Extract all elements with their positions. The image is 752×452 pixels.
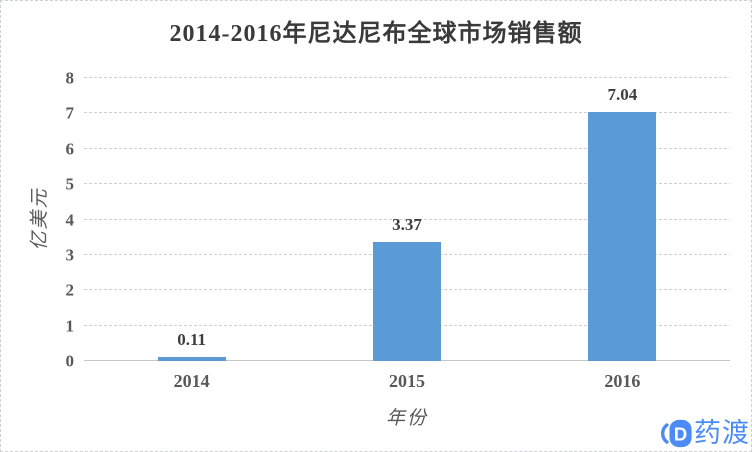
data-label-2015: 3.37 (392, 214, 422, 234)
category-cell-2014: 0.11 2014 (84, 78, 299, 390)
bar-2015 (372, 241, 441, 361)
gridline-y-4 (84, 218, 730, 220)
bar-2016 (588, 111, 657, 361)
y-tick-label-0: 0 (65, 351, 75, 371)
chart-title: 2014-2016年尼达尼布全球市场销售额 (169, 21, 583, 47)
y-tick-label-8: 8 (65, 68, 75, 88)
gridline-y-8 (84, 77, 730, 78)
y-tick-label-4: 4 (65, 210, 75, 229)
y-tick-label-7: 7 (65, 103, 75, 123)
watermark: D 药渡 (658, 417, 750, 450)
x-axis-title: 年份 (385, 408, 428, 429)
y-tick-label-5: 5 (65, 174, 75, 194)
gridline-y-6 (84, 147, 730, 149)
y-tick-label-2: 2 (65, 280, 75, 300)
bar-2014 (157, 357, 226, 361)
category-cell-2016: 7.04 2016 (515, 78, 730, 390)
x-tick-label-2014: 2014 (173, 371, 210, 391)
pharmacodia-d-logo-icon: D (658, 417, 692, 450)
gridline-y-7 (84, 112, 730, 114)
data-label-2014: 0.11 (177, 330, 207, 350)
watermark-text: 药渡 (694, 418, 750, 448)
y-tick-label-1: 1 (65, 316, 75, 336)
svg-text:D: D (674, 424, 688, 445)
category-cell-2015: 3.37 2015 (299, 78, 514, 390)
data-label-2016: 7.04 (607, 84, 638, 104)
y-tick-label-6: 6 (65, 139, 75, 159)
x-tick-label-2016: 2016 (604, 371, 641, 391)
gridline-y-5 (84, 183, 730, 185)
x-tick-label-2015: 2015 (388, 371, 425, 391)
plot-area: 0 1 2 3 4 5 6 7 8 0.11 2014 3.37 2015 7.04 2016 (66, 70, 730, 390)
y-tick-label-3: 3 (65, 245, 75, 265)
